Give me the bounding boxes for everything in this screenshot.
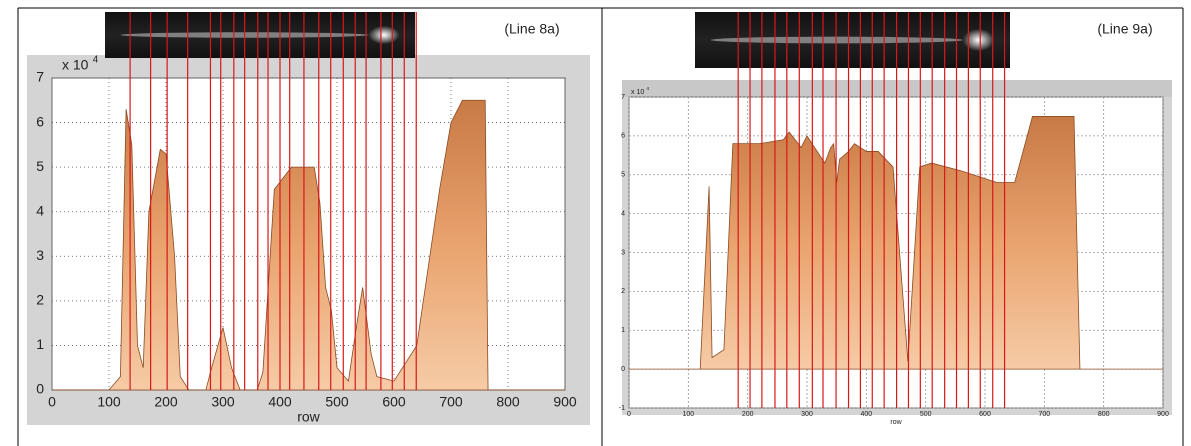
chart-panel: 0 1 2 3 4 5 6 7 0 100 200 300 400 500 600 700 800 900 row x…	[27, 12, 590, 425]
y-tick-label: 4	[36, 202, 44, 218]
y-tick-label: 2	[36, 292, 44, 308]
x-tick-label: 600	[979, 411, 991, 418]
annotation-box	[490, 16, 574, 44]
x-tick-label: 800	[1098, 411, 1110, 418]
x-tick-label: 800	[496, 393, 520, 409]
y-exponent: 4	[646, 86, 649, 92]
x-tick-label: 200	[154, 393, 178, 409]
x-tick-label: 400	[268, 393, 292, 409]
x-tick-label: 300	[211, 393, 235, 409]
y-tick-label: 5	[621, 172, 625, 179]
y-tick-label: 3	[621, 249, 625, 256]
x-tick-label: 700	[439, 393, 463, 409]
y-exponent: 4	[93, 54, 99, 65]
y-tick-label: 7	[36, 69, 44, 85]
x-tick-label: 700	[1038, 411, 1050, 418]
x-tick-label: 400	[860, 411, 872, 418]
y-tick-label: 5	[36, 158, 44, 174]
y-multiplier: x 10	[62, 57, 89, 73]
annotation-box	[1083, 16, 1167, 44]
y-tick-label: 1	[621, 327, 625, 334]
y-tick-label: 1	[36, 336, 44, 352]
x-tick-label: 300	[801, 411, 813, 418]
x-tick-label: 100	[682, 411, 694, 418]
y-tick-label: 2	[621, 288, 625, 295]
y-tick-label: -1	[619, 405, 625, 412]
x-tick-label: 500	[920, 411, 932, 418]
x-tick-label: 900	[1157, 411, 1169, 418]
y-tick-label: 0	[621, 366, 625, 373]
surface-area	[52, 99, 565, 391]
x-tick-label: 500	[325, 393, 349, 409]
y-tick-label: 7	[621, 94, 625, 101]
x-tick-label: 0	[627, 411, 631, 418]
x-tick-label: 0	[48, 393, 56, 409]
glow	[368, 25, 400, 45]
x-tick-label: 900	[553, 393, 577, 409]
y-tick-label: 4	[621, 210, 625, 217]
y-multiplier: x 10	[631, 89, 644, 96]
x-tick-label: 100	[97, 393, 121, 409]
y-tick-label: 6	[36, 113, 44, 129]
y-tick-label: 6	[621, 133, 625, 140]
streak	[710, 36, 963, 44]
x-axis-label: row	[297, 409, 320, 425]
glow	[962, 28, 995, 52]
annotation: (Line 8a)	[504, 21, 559, 37]
annotation: (Line 9a)	[1097, 21, 1152, 37]
y-tick-label: 3	[36, 247, 44, 263]
x-tick-label: 200	[742, 411, 754, 418]
y-tick-label: 0	[36, 381, 44, 397]
x-axis-label: row	[890, 419, 902, 426]
x-tick-label: 600	[382, 393, 406, 409]
